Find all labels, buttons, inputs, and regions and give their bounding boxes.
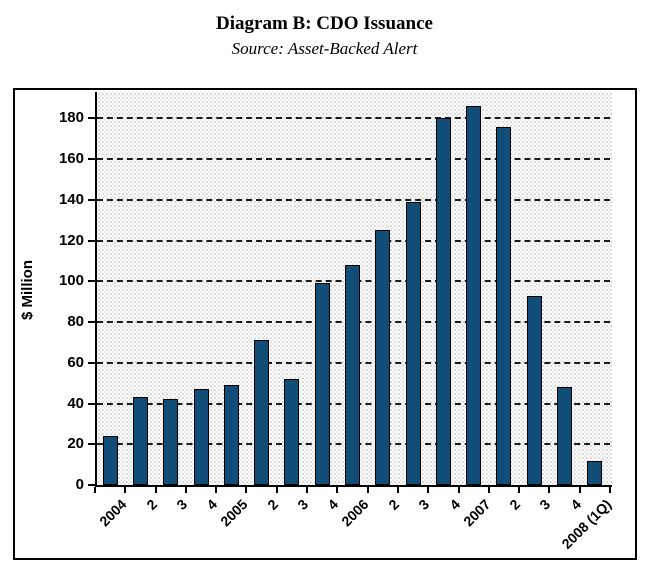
bar-2006 [345, 265, 360, 485]
x-axis-tick-16 [578, 487, 581, 493]
bar-4 [557, 387, 573, 485]
x-axis-tick-1 [124, 487, 127, 493]
x-axis-tick-3 [184, 487, 187, 493]
chart-source-subtitle: Source: Asset-Backed Alert [231, 39, 418, 58]
bar-2 [375, 230, 391, 485]
x-axis-tick-6 [275, 487, 278, 493]
bar-3 [284, 379, 300, 485]
y-axis-tick-160 [88, 158, 95, 161]
y-axis-title: $ Million [19, 260, 36, 320]
x-axis-tick-12 [457, 487, 460, 493]
y-axis-label-120: 120 [58, 231, 84, 249]
bar-3 [163, 399, 179, 485]
y-axis-label-20: 20 [67, 435, 84, 453]
y-axis-tick-80 [88, 321, 95, 324]
x-axis-tick-4 [215, 487, 218, 493]
bar-2 [254, 340, 270, 485]
y-axis-tick-100 [88, 280, 95, 283]
y-axis-label-40: 40 [67, 394, 84, 412]
x-axis-tick-0 [94, 487, 96, 493]
x-axis-tick-2 [154, 487, 157, 493]
bar-2005 [223, 385, 239, 485]
gridline-160 [97, 158, 610, 161]
bar-2007 [466, 106, 482, 485]
y-axis-label-60: 60 [67, 353, 84, 371]
gridline-180 [97, 117, 610, 120]
x-axis-tick-15 [548, 487, 551, 493]
bar-2 [132, 397, 148, 485]
y-axis-label-160: 160 [58, 150, 84, 168]
x-axis-tick-17 [609, 487, 611, 493]
x-axis-tick-14 [518, 487, 521, 493]
chart-title: Diagram B: CDO Issuance [216, 13, 433, 34]
y-axis-tick-0 [88, 484, 95, 486]
x-axis-tick-8 [336, 487, 339, 493]
y-axis-label-80: 80 [67, 313, 84, 331]
x-axis-tick-7 [306, 487, 309, 493]
y-axis-tick-60 [88, 361, 95, 364]
x-axis-tick-11 [427, 487, 430, 493]
y-axis-label-100: 100 [58, 272, 84, 290]
bar-2 [496, 126, 512, 485]
bar-2008-1Q- [587, 460, 603, 485]
y-axis-tick-120 [88, 239, 95, 242]
y-axis-tick-40 [88, 402, 95, 405]
bar-3 [405, 201, 421, 485]
bar-3 [526, 295, 542, 485]
y-axis-tick-20 [88, 443, 95, 446]
x-axis-tick-9 [366, 487, 369, 493]
bar-4 [193, 389, 209, 485]
bar-2004 [102, 436, 118, 485]
x-axis-tick-13 [487, 487, 490, 493]
x-axis-tick-10 [396, 487, 399, 493]
y-axis-tick-180 [88, 117, 95, 120]
gridline-120 [97, 239, 610, 242]
y-axis-label-140: 140 [58, 190, 84, 208]
x-axis-tick-5 [245, 487, 248, 493]
bar-4 [314, 283, 330, 485]
y-axis-label-0: 0 [75, 476, 84, 493]
y-axis-label-180: 180 [58, 109, 84, 127]
y-axis-tick-140 [88, 198, 95, 201]
gridline-140 [97, 198, 610, 201]
bar-4 [435, 118, 451, 485]
